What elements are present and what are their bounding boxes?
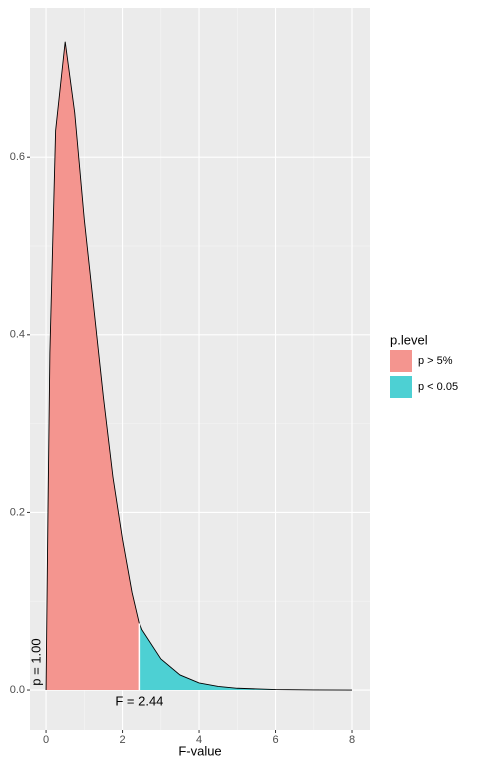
- legend-label: p < 0.05: [418, 381, 458, 393]
- density-line: [138, 623, 353, 691]
- x-tick-label: 0: [43, 734, 49, 746]
- legend-title: p.level: [390, 332, 428, 347]
- area: [139, 623, 353, 691]
- area: [46, 41, 140, 691]
- legend-label: p > 5%: [418, 355, 453, 367]
- x-tick-label: 8: [349, 734, 355, 746]
- y-tick-label: 0.2: [10, 506, 25, 518]
- legend-key: [390, 376, 412, 398]
- legend-key: [390, 350, 412, 372]
- y-tick-label: 0.6: [10, 151, 25, 163]
- x-tick-label: 6: [272, 734, 278, 746]
- density-line: [45, 41, 140, 691]
- x-tick-label: 4: [196, 734, 202, 746]
- annotation: p = 1.00: [29, 638, 44, 685]
- annotation: F = 2.44: [115, 693, 163, 708]
- x-tick-label: 2: [119, 734, 125, 746]
- y-tick-label: 0.4: [10, 329, 25, 341]
- x-axis-title: F-value: [178, 743, 221, 758]
- y-tick-label: 0.0: [10, 684, 25, 696]
